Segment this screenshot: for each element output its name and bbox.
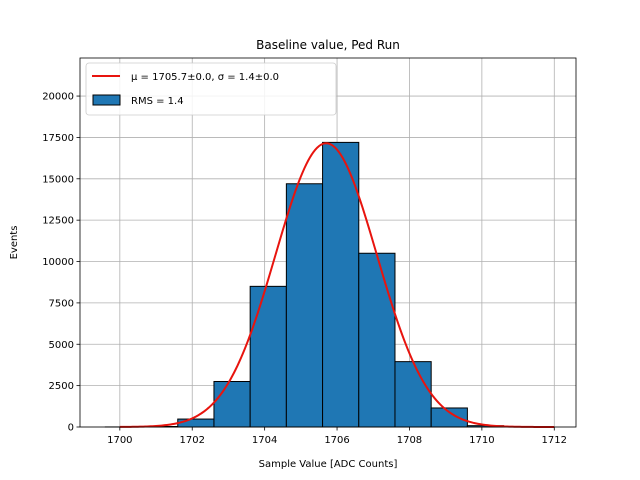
- histogram-bar: [322, 141, 360, 428]
- y-tick-label: 12500: [42, 216, 74, 227]
- y-tick-label: 2500: [49, 381, 74, 392]
- x-axis-label: Sample Value [ADC Counts]: [259, 459, 398, 470]
- y-tick-label: 7500: [49, 298, 74, 309]
- legend-hist-swatch: [92, 94, 121, 106]
- x-tick-label: 1706: [324, 435, 349, 446]
- y-axis-label: Events: [9, 226, 20, 260]
- histogram-bar: [249, 285, 287, 428]
- x-tick-label: 1700: [107, 435, 132, 446]
- histogram-bar: [213, 380, 251, 428]
- x-tick-label: 1712: [542, 435, 567, 446]
- x-tick-label: 1704: [252, 435, 277, 446]
- y-tick-label: 5000: [49, 340, 74, 351]
- histogram-bar: [285, 183, 324, 428]
- gaussian-fit-line: [119, 142, 555, 428]
- legend-box: [85, 62, 337, 116]
- y-tick-label: 20000: [42, 92, 74, 103]
- x-axis-ticks: 1700 1702 1704 1706 1708 1710 1712: [107, 427, 567, 446]
- y-tick-label: 15000: [42, 174, 74, 185]
- chart-title: Baseline value, Ped Run: [256, 38, 400, 52]
- histogram-bar: [358, 252, 396, 428]
- legend-fit-label: μ = 1705.7±0.0, σ = 1.4±0.0: [131, 72, 279, 83]
- y-axis-ticks: 0 2500 5000 7500 10000 12500 15000 17500 20000: [42, 92, 80, 434]
- legend-hist-label: RMS = 1.4: [131, 96, 184, 107]
- x-tick-label: 1710: [469, 435, 494, 446]
- histogram-bar: [394, 361, 432, 428]
- histogram-bar: [430, 407, 468, 428]
- y-tick-label: 0: [68, 423, 74, 434]
- x-tick-label: 1702: [180, 435, 205, 446]
- y-tick-label: 17500: [42, 133, 74, 144]
- legend: μ = 1705.7±0.0, σ = 1.4±0.0 RMS = 1.4: [85, 62, 337, 116]
- histogram-bars: [104, 141, 541, 428]
- x-tick-label: 1708: [397, 435, 422, 446]
- histogram-bar: [177, 418, 215, 428]
- y-tick-label: 10000: [42, 257, 74, 268]
- plot-frame: [79, 57, 577, 428]
